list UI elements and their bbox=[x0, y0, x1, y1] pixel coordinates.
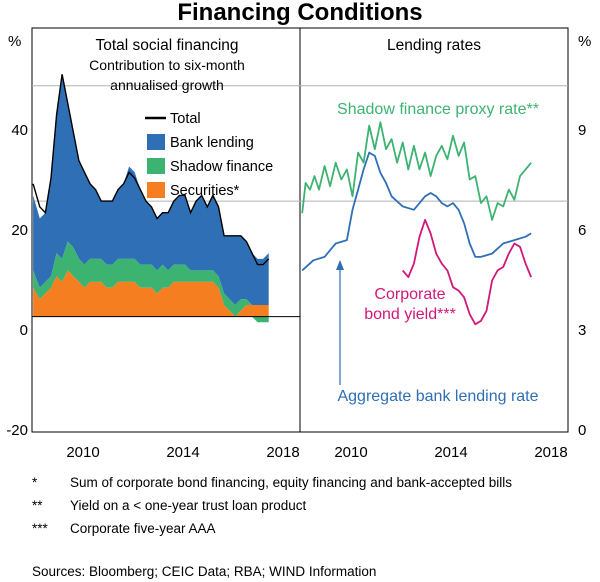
shadow-finance-negative-area bbox=[33, 316, 269, 323]
footnotes: * Sum of corporate bond financing, equit… bbox=[32, 474, 592, 543]
shadow-rate-line bbox=[301, 121, 532, 221]
left-area-series bbox=[33, 74, 269, 323]
left-ytick-label: 40 bbox=[11, 122, 28, 139]
bond-yield-line bbox=[402, 218, 532, 326]
right-ytick-label: 9 bbox=[578, 122, 586, 139]
left-xtick-label: 2014 bbox=[166, 444, 199, 461]
x-ticks: 2010 2014 2018 2010 2014 2018 bbox=[66, 444, 567, 461]
legend-bank-label: Bank lending bbox=[170, 135, 254, 151]
left-xtick-label: 2018 bbox=[266, 444, 299, 461]
right-ytick-label: 0 bbox=[578, 422, 586, 439]
securities-area bbox=[33, 270, 269, 317]
right-xtick-label: 2014 bbox=[434, 444, 467, 461]
footnote-mark: * bbox=[32, 475, 38, 490]
shadow-finance-area bbox=[33, 241, 269, 317]
figure-title: Financing Conditions bbox=[177, 0, 422, 26]
bond-yield-label-line: bond yield*** bbox=[364, 306, 456, 323]
right-line-series bbox=[301, 121, 532, 326]
bank-lending-area bbox=[33, 74, 269, 305]
bank-rate-line bbox=[301, 151, 532, 272]
left-ytick-label: 0 bbox=[20, 322, 28, 339]
legend-securities-swatch bbox=[147, 182, 165, 198]
bond-yield-label-line: Corporate bbox=[374, 286, 445, 303]
footnote-mark: ** bbox=[32, 498, 43, 513]
legend-bank-swatch bbox=[147, 134, 165, 150]
right-xtick-label: 2010 bbox=[334, 444, 367, 461]
legend-shadow-swatch bbox=[147, 158, 165, 174]
legend-securities-label: Securities* bbox=[170, 183, 240, 199]
left-xtick-label: 2010 bbox=[66, 444, 99, 461]
total-line bbox=[32, 74, 270, 266]
bank-rate-label: Aggregate bank lending rate bbox=[337, 388, 538, 405]
legend-total-label: Total bbox=[170, 111, 201, 127]
left-ytick-label: -20 bbox=[6, 422, 28, 439]
footnote-row: ** Yield on a < one-year trust loan prod… bbox=[32, 497, 592, 514]
right-panel-title: Lending rates bbox=[387, 37, 481, 54]
right-y-ticks: 9 6 3 0 bbox=[578, 122, 586, 439]
right-ytick-label: 3 bbox=[578, 322, 586, 339]
sources-line: Sources: Bloomberg; CEIC Data; RBA; WIND… bbox=[32, 564, 377, 579]
footnote-text: Corporate five-year AAA bbox=[70, 521, 216, 536]
footnote-mark: *** bbox=[32, 521, 48, 536]
footnote-row: * Sum of corporate bond financing, equit… bbox=[32, 474, 592, 491]
footnote-text: Yield on a < one-year trust loan product bbox=[70, 498, 307, 513]
right-xtick-label: 2018 bbox=[534, 444, 567, 461]
right-ytick-label: 6 bbox=[578, 222, 586, 239]
left-unit-label: % bbox=[8, 33, 21, 50]
footnote-row: *** Corporate five-year AAA bbox=[32, 520, 592, 537]
shadow-rate-label: Shadow finance proxy rate** bbox=[337, 101, 539, 118]
arrow-head bbox=[336, 260, 344, 270]
bank-rate-arrow bbox=[336, 260, 344, 385]
left-panel-title: Total social financing bbox=[95, 37, 238, 54]
right-unit-label: % bbox=[578, 33, 591, 50]
left-y-ticks: 40 20 0 -20 bbox=[6, 122, 28, 439]
legend-shadow-label: Shadow finance bbox=[170, 159, 273, 175]
legend: Total Bank lending Shadow finance Securi… bbox=[145, 111, 273, 199]
left-ytick-label: 20 bbox=[11, 222, 28, 239]
footnote-text: Sum of corporate bond financing, equity … bbox=[70, 475, 513, 490]
left-panel-subtitle-line: Contribution to six-month bbox=[89, 57, 245, 73]
left-panel-subtitle-line: annualised growth bbox=[110, 77, 224, 93]
